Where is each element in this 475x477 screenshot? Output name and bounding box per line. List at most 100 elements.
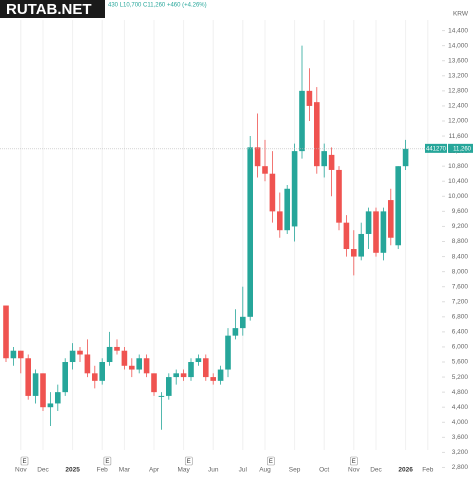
candle-body — [10, 350, 17, 359]
candle-body — [77, 350, 83, 355]
candle-body — [158, 395, 165, 397]
candle-body — [69, 350, 76, 363]
last-price-note: 441270 — [426, 146, 447, 152]
candle-body — [365, 211, 372, 234]
y-tick-label: 14,000 — [448, 42, 468, 49]
event-marker — [184, 456, 193, 466]
x-tick-label: Feb — [422, 467, 434, 474]
y-tick-label: 4,000 — [452, 419, 469, 426]
candle-body — [328, 154, 335, 170]
candle-body — [284, 188, 290, 231]
candle-body — [306, 90, 313, 106]
event-label: E — [22, 459, 26, 465]
candle-body — [402, 148, 409, 167]
y-tick-label: 12,000 — [448, 118, 468, 125]
event-label: E — [105, 459, 109, 465]
candle-body — [343, 222, 350, 250]
candle-body — [180, 373, 187, 378]
candle-body — [62, 362, 68, 393]
candle-body — [84, 354, 91, 374]
candle-body — [225, 335, 231, 370]
x-tick-label: Apr — [149, 467, 160, 474]
y-tick-label: 6,800 — [452, 314, 469, 321]
event-marker — [349, 456, 358, 466]
y-tick-label: 10,400 — [448, 178, 468, 185]
candle-body — [351, 249, 357, 257]
event-label: E — [352, 459, 356, 465]
y-tick-label: 12,800 — [448, 88, 468, 95]
candle-body — [358, 233, 364, 257]
candle-body — [336, 169, 342, 223]
candle-body — [47, 403, 54, 408]
candle-body — [151, 373, 157, 393]
candle-body — [121, 350, 128, 366]
y-tick-label: 4,400 — [452, 404, 469, 411]
candle-body — [18, 350, 24, 359]
candle-body — [247, 147, 253, 317]
y-tick-label: 7,200 — [452, 298, 469, 305]
candle-body — [240, 316, 246, 329]
y-tick-label: 8,000 — [452, 268, 469, 275]
candle-body — [269, 173, 276, 212]
y-tick-label: 8,400 — [452, 253, 469, 260]
y-tick-label: 6,400 — [452, 329, 469, 336]
candle-body — [173, 373, 179, 378]
last-price-label: 11,260 — [453, 146, 472, 152]
y-tick-label: 3,200 — [452, 449, 469, 456]
y-tick-label: 12,400 — [448, 103, 468, 110]
x-tick-label: Nov — [15, 467, 27, 474]
event-marker — [103, 456, 112, 466]
candle-body — [388, 200, 394, 238]
candle-body — [262, 166, 268, 174]
candle-body — [395, 166, 401, 246]
event-marker — [20, 456, 29, 466]
y-tick-label: 6,000 — [452, 344, 469, 351]
last-price-box — [448, 143, 473, 153]
y-tick-label: 13,200 — [448, 73, 468, 80]
event-marker — [267, 456, 275, 466]
x-tick-label: Mar — [119, 467, 131, 474]
watermark-box — [0, 0, 105, 18]
x-tick-label: Dec — [37, 467, 49, 474]
y-tick-label: 10,800 — [448, 163, 468, 170]
candle-body — [129, 365, 135, 370]
y-tick-label: 11,600 — [449, 133, 469, 140]
x-tick-label: Dec — [370, 467, 382, 474]
candle-body — [32, 373, 39, 396]
y-tick-label: 3,600 — [452, 434, 469, 441]
currency: KRW — [453, 11, 469, 18]
candle-body — [232, 328, 239, 336]
x-tick-label: 2025 — [65, 467, 80, 474]
y-tick-label: 5,600 — [452, 359, 469, 366]
candle-body — [314, 102, 320, 167]
candle-body — [299, 90, 305, 152]
candle-body — [291, 151, 298, 227]
y-tick-label: 10,000 — [448, 193, 468, 200]
x-tick-label: Sep — [289, 467, 301, 474]
x-tick-label: Jul — [239, 467, 248, 474]
y-tick-label: 8,800 — [452, 238, 469, 245]
y-tick-label: 2,800 — [452, 464, 469, 471]
candle-body — [195, 358, 202, 363]
candle-body — [210, 377, 216, 381]
candle-body — [114, 346, 120, 351]
candle-body — [40, 373, 46, 408]
x-tick-label: 2026 — [398, 467, 413, 474]
x-tick-label: Aug — [259, 467, 271, 474]
candle-body — [277, 211, 283, 231]
y-tick-label: 9,200 — [452, 223, 469, 230]
candle-body — [99, 362, 105, 381]
event-label: E — [269, 459, 273, 465]
x-tick-label: Feb — [97, 467, 109, 474]
event-label: E — [187, 459, 191, 465]
candle-body — [166, 377, 172, 396]
y-tick-label: 13,600 — [448, 57, 468, 64]
candle-body — [321, 151, 327, 167]
candle-body — [188, 362, 194, 378]
candle-body — [203, 358, 209, 378]
x-tick-label: Jun — [208, 467, 219, 474]
y-tick-label: 9,600 — [452, 208, 469, 215]
x-tick-label: Oct — [319, 467, 329, 474]
